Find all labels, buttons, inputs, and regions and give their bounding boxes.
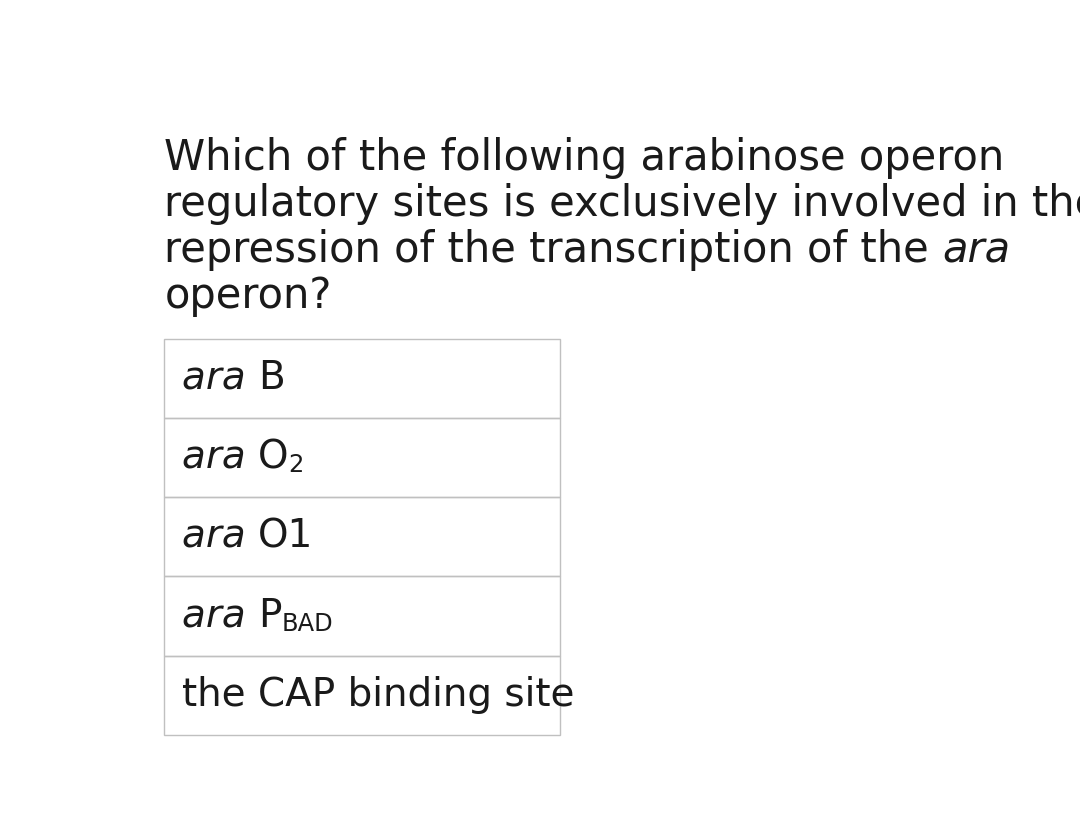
Text: regulatory sites is exclusively involved in the: regulatory sites is exclusively involved… xyxy=(164,183,1080,225)
Text: Which of the following arabinose operon: Which of the following arabinose operon xyxy=(164,136,1004,179)
Text: B: B xyxy=(258,359,284,397)
Text: O: O xyxy=(258,438,288,477)
Text: operon?: operon? xyxy=(164,275,332,317)
Bar xyxy=(164,656,559,735)
Text: ara: ara xyxy=(181,438,258,477)
Bar xyxy=(164,339,559,418)
Text: the CAP binding site: the CAP binding site xyxy=(181,676,573,715)
Text: ara: ara xyxy=(181,359,258,397)
Text: O1: O1 xyxy=(258,518,313,556)
Text: repression of the transcription of the: repression of the transcription of the xyxy=(164,229,943,271)
Bar xyxy=(164,498,559,577)
Text: P: P xyxy=(258,597,281,635)
Bar xyxy=(164,577,559,656)
Text: ara: ara xyxy=(181,597,258,635)
Text: BAD: BAD xyxy=(281,612,333,636)
Bar xyxy=(164,418,559,498)
Text: 2: 2 xyxy=(288,453,303,478)
Text: ara: ara xyxy=(181,518,258,556)
Text: ara: ara xyxy=(943,229,1011,271)
